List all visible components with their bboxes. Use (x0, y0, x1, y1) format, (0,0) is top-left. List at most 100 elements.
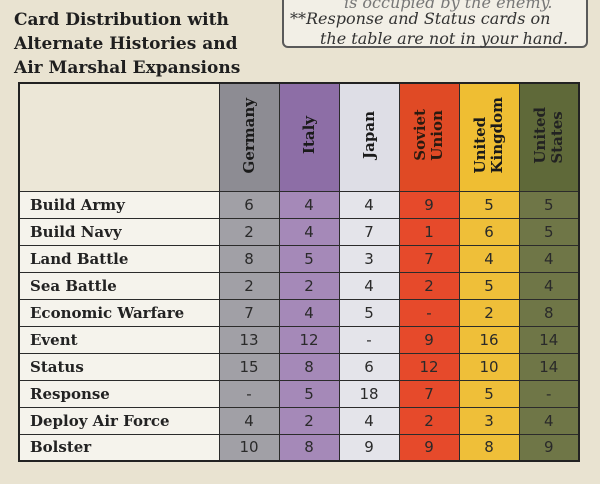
table-row: Build Navy 2 4 7 1 6 5 (18, 217, 580, 246)
table-row: Land Battle 8 5 3 7 4 4 (18, 244, 580, 273)
column-label: Soviet (411, 109, 429, 162)
cell-value: 14 (518, 325, 580, 354)
cell-value: 4 (338, 190, 400, 219)
table-row: Status 15 8 6 12 10 14 (18, 352, 580, 381)
table-row: Response - 5 18 7 5 - (18, 379, 580, 408)
table-row: Event 13 12 - 9 16 14 (18, 325, 580, 354)
cell-value: 4 (458, 244, 520, 273)
column-label: United (530, 106, 549, 164)
row-label: Event (18, 325, 220, 354)
cell-value: 6 (458, 217, 520, 246)
cell-value: 9 (398, 433, 460, 462)
cell-value: 2 (398, 271, 460, 300)
footnote-box: is occupied by the enemy. **Response and… (282, 0, 588, 48)
cell-value: 9 (398, 190, 460, 219)
cell-value: 6 (218, 190, 280, 219)
header-row: Germany Italy Japan Soviet Union United Ki… (18, 82, 580, 192)
cell-value: 2 (278, 406, 340, 435)
cell-value: 4 (278, 298, 340, 327)
cell-value: 7 (398, 244, 460, 273)
cell-value: 5 (518, 190, 580, 219)
cell-value: 10 (218, 433, 280, 462)
column-header-united-states: United States (518, 82, 580, 192)
cell-value: 2 (218, 217, 280, 246)
column-label: States (547, 111, 566, 164)
row-label: Bolster (18, 433, 220, 462)
cell-value: 4 (218, 406, 280, 435)
cell-value: 2 (398, 406, 460, 435)
column-header-united-kingdom: United Kingdom (458, 82, 520, 192)
table-row: Sea Battle 2 2 4 2 5 4 (18, 271, 580, 300)
cell-value: 14 (518, 352, 580, 381)
cell-value: 13 (218, 325, 280, 354)
column-header-germany: Germany (218, 82, 280, 192)
column-label: Japan (359, 111, 378, 160)
cell-value: 8 (458, 433, 520, 462)
cell-value: 8 (518, 298, 580, 327)
cell-value: 5 (278, 379, 340, 408)
column-header-italy: Italy (278, 82, 340, 192)
cell-value: 7 (338, 217, 400, 246)
cell-value: 4 (338, 406, 400, 435)
cell-value: 8 (278, 433, 340, 462)
cell-value: - (398, 298, 460, 327)
row-label: Sea Battle (18, 271, 220, 300)
cell-value: - (218, 379, 280, 408)
title-line-1: Card Distribution with (14, 10, 229, 30)
cell-value: - (518, 379, 580, 408)
cell-value: 5 (278, 244, 340, 273)
table-row: Economic Warfare 7 4 5 - 2 8 (18, 298, 580, 327)
column-header-japan: Japan (338, 82, 400, 192)
cell-value: 15 (218, 352, 280, 381)
cell-value: 4 (518, 271, 580, 300)
footnote-line-2: the table are not in your hand. (320, 29, 569, 48)
cell-value: 2 (218, 271, 280, 300)
title-line-3: Air Marshal Expansions (14, 58, 241, 78)
cell-value: 5 (458, 271, 520, 300)
cell-value: 2 (458, 298, 520, 327)
cell-value: 12 (398, 352, 460, 381)
cell-value: 8 (278, 352, 340, 381)
cell-value: 4 (338, 271, 400, 300)
cell-value: 3 (458, 406, 520, 435)
column-label: Germany (239, 97, 258, 173)
title-line-2: Alternate Histories and (14, 34, 238, 54)
row-label: Response (18, 379, 220, 408)
row-label: Deploy Air Force (18, 406, 220, 435)
cell-value: 2 (278, 271, 340, 300)
row-label: Economic Warfare (18, 298, 220, 327)
cell-value: 5 (458, 379, 520, 408)
cell-value: 4 (278, 190, 340, 219)
row-label: Build Army (18, 190, 220, 219)
cell-value: 9 (398, 325, 460, 354)
cell-value: - (338, 325, 400, 354)
table-row: Deploy Air Force 4 2 4 2 3 4 (18, 406, 580, 435)
cell-value: 5 (518, 217, 580, 246)
card-distribution-table: Germany Italy Japan Soviet Union United Ki… (18, 82, 580, 462)
column-label: Italy (299, 116, 318, 155)
cell-value: 18 (338, 379, 400, 408)
table-row: Bolster 10 8 9 9 8 9 (18, 433, 580, 462)
column-label: Union (428, 110, 446, 162)
cell-value: 7 (218, 298, 280, 327)
row-label: Build Navy (18, 217, 220, 246)
cell-value: 5 (458, 190, 520, 219)
page-title: Card Distribution with Alternate Histori… (14, 8, 240, 80)
cell-value: 8 (218, 244, 280, 273)
cell-value: 5 (338, 298, 400, 327)
cell-value: 7 (398, 379, 460, 408)
cell-value: 4 (518, 406, 580, 435)
column-header-soviet-union: Soviet Union (398, 82, 460, 192)
column-label: Kingdom (488, 97, 506, 174)
cell-value: 1 (398, 217, 460, 246)
row-label: Land Battle (18, 244, 220, 273)
cell-value: 9 (338, 433, 400, 462)
table-row: Build Army 6 4 4 9 5 5 (18, 190, 580, 219)
cell-value: 4 (518, 244, 580, 273)
cell-value: 6 (338, 352, 400, 381)
footnote-line-1: **Response and Status cards on (290, 9, 551, 28)
footnote-line-0: is occupied by the enemy. (344, 0, 553, 12)
cell-value: 16 (458, 325, 520, 354)
cell-value: 3 (338, 244, 400, 273)
cell-value: 9 (518, 433, 580, 462)
